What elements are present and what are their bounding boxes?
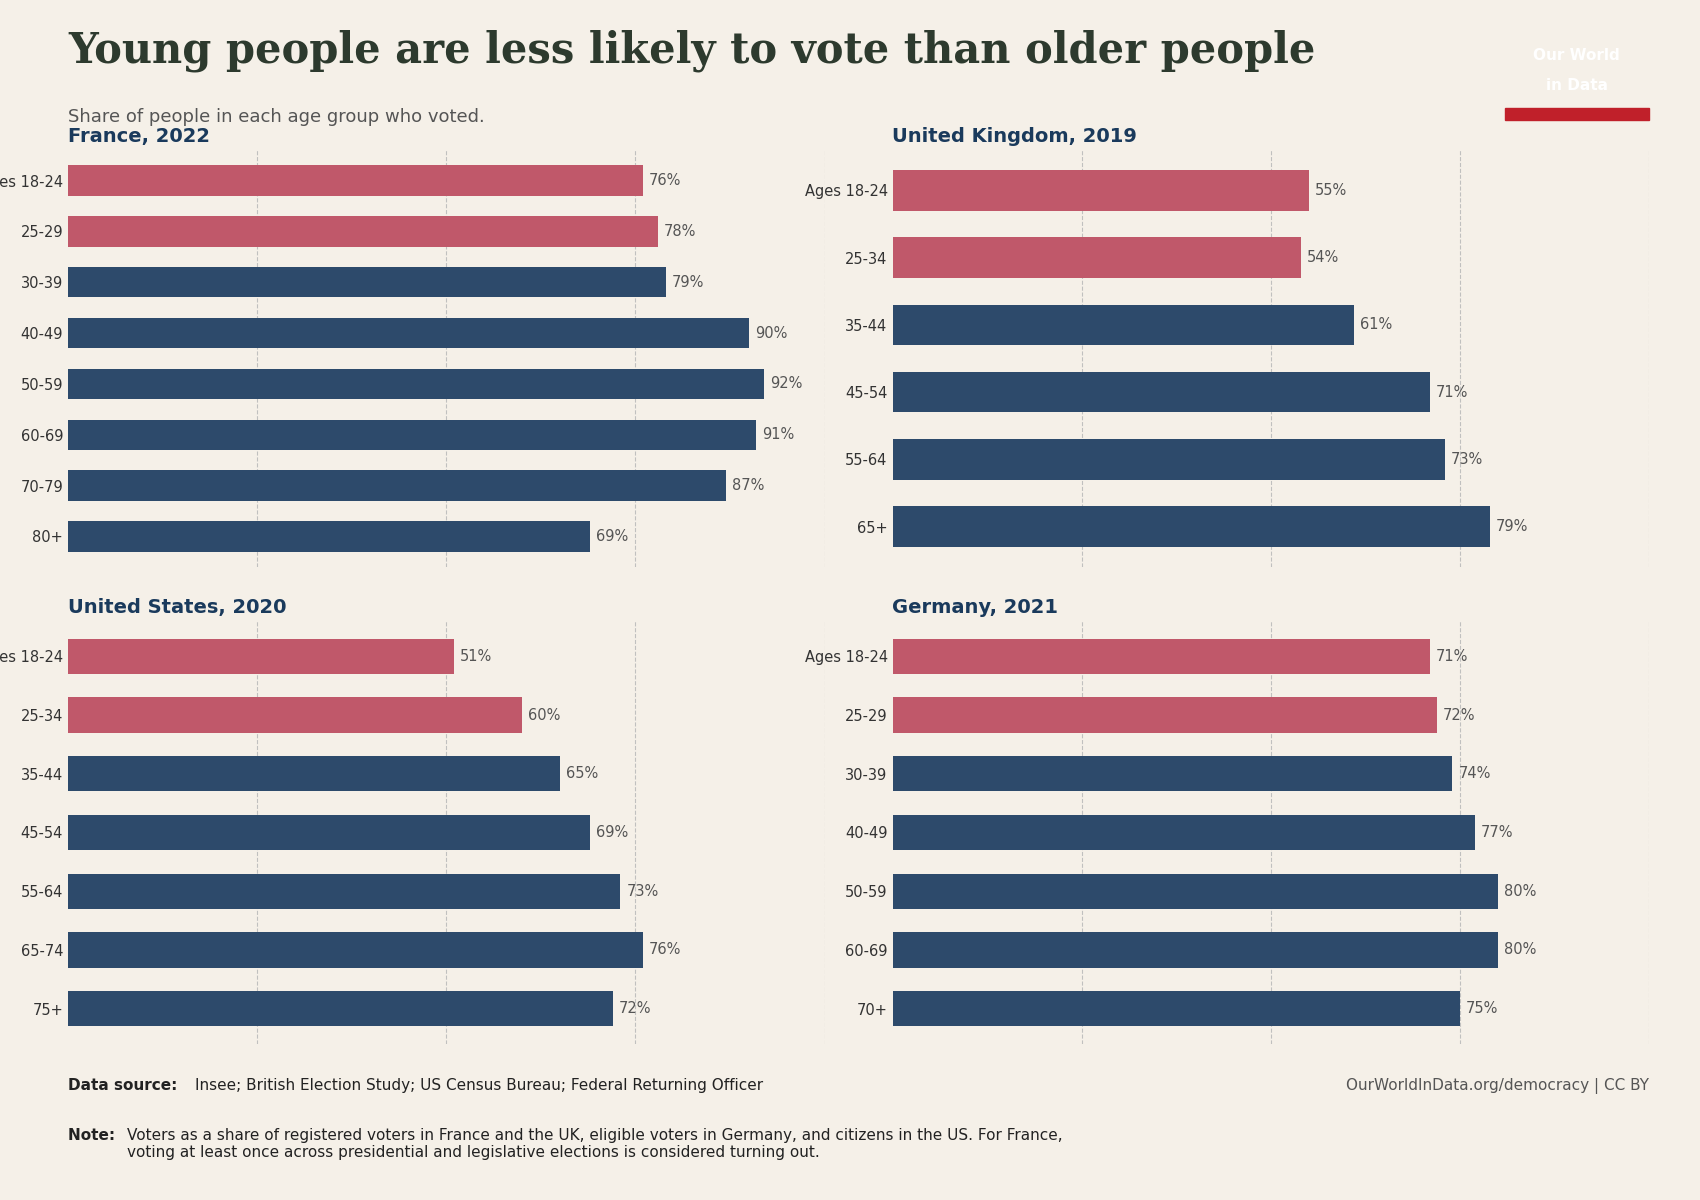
Text: 80%: 80%	[1504, 883, 1537, 899]
Text: 61%: 61%	[1360, 317, 1392, 332]
Text: 90%: 90%	[755, 325, 787, 341]
Text: 74%: 74%	[1459, 767, 1491, 781]
Text: France, 2022: France, 2022	[68, 127, 211, 146]
Text: 69%: 69%	[597, 529, 629, 544]
Text: 72%: 72%	[619, 1001, 651, 1016]
Bar	[892, 756, 1452, 791]
Text: 91%: 91%	[763, 427, 794, 443]
Bar	[68, 932, 643, 967]
Bar	[68, 166, 643, 196]
Text: 71%: 71%	[1436, 385, 1469, 400]
Text: United Kingdom, 2019: United Kingdom, 2019	[892, 127, 1137, 146]
Bar	[892, 506, 1491, 547]
Text: Our World: Our World	[1533, 48, 1620, 62]
Text: 69%: 69%	[597, 826, 629, 840]
Text: 73%: 73%	[626, 883, 658, 899]
Bar	[68, 874, 620, 908]
Bar	[68, 638, 454, 674]
Bar	[68, 991, 612, 1026]
Text: 76%: 76%	[649, 942, 682, 958]
Bar	[68, 216, 658, 247]
Text: 72%: 72%	[1443, 708, 1476, 722]
Bar	[892, 439, 1445, 480]
Text: Share of people in each age group who voted.: Share of people in each age group who vo…	[68, 108, 484, 126]
Text: 87%: 87%	[733, 478, 765, 493]
Text: Insee; British Election Study; US Census Bureau; Federal Returning Officer: Insee; British Election Study; US Census…	[196, 1078, 763, 1092]
Text: 77%: 77%	[1481, 826, 1513, 840]
Bar	[68, 368, 763, 400]
Text: 79%: 79%	[1496, 520, 1528, 534]
Text: Data source:: Data source:	[68, 1078, 182, 1092]
Bar	[68, 697, 522, 733]
Text: 51%: 51%	[461, 649, 491, 664]
Text: 80%: 80%	[1504, 942, 1537, 958]
Text: 78%: 78%	[665, 224, 697, 239]
Text: 75%: 75%	[1465, 1001, 1498, 1016]
Text: 65%: 65%	[566, 767, 598, 781]
Bar	[892, 932, 1498, 967]
Text: 55%: 55%	[1314, 182, 1346, 198]
Text: 60%: 60%	[529, 708, 561, 722]
Bar	[892, 697, 1436, 733]
Bar	[68, 470, 726, 500]
Bar	[892, 305, 1353, 346]
Text: 76%: 76%	[649, 173, 682, 188]
Text: Note:: Note:	[68, 1128, 121, 1142]
Bar	[892, 638, 1430, 674]
Bar	[68, 756, 559, 791]
Text: Young people are less likely to vote than older people: Young people are less likely to vote tha…	[68, 30, 1316, 72]
Bar	[892, 170, 1309, 210]
Bar	[68, 815, 590, 850]
Text: OurWorldInData.org/democracy | CC BY: OurWorldInData.org/democracy | CC BY	[1346, 1078, 1649, 1093]
Bar	[892, 815, 1476, 850]
Text: Germany, 2021: Germany, 2021	[892, 599, 1059, 617]
Bar	[892, 372, 1430, 413]
Text: 79%: 79%	[672, 275, 704, 289]
Text: in Data: in Data	[1545, 78, 1608, 94]
Bar	[68, 420, 756, 450]
Text: 92%: 92%	[770, 377, 802, 391]
Bar	[1504, 108, 1649, 120]
Text: 71%: 71%	[1436, 649, 1469, 664]
Bar	[68, 521, 590, 552]
Bar	[892, 991, 1460, 1026]
Bar	[892, 874, 1498, 908]
Text: United States, 2020: United States, 2020	[68, 599, 287, 617]
Bar	[68, 318, 748, 348]
Bar	[892, 238, 1300, 277]
Text: Voters as a share of registered voters in France and the UK, eligible voters in : Voters as a share of registered voters i…	[128, 1128, 1062, 1160]
Text: 54%: 54%	[1307, 250, 1340, 265]
Text: 73%: 73%	[1450, 452, 1482, 467]
Bar	[68, 266, 666, 298]
